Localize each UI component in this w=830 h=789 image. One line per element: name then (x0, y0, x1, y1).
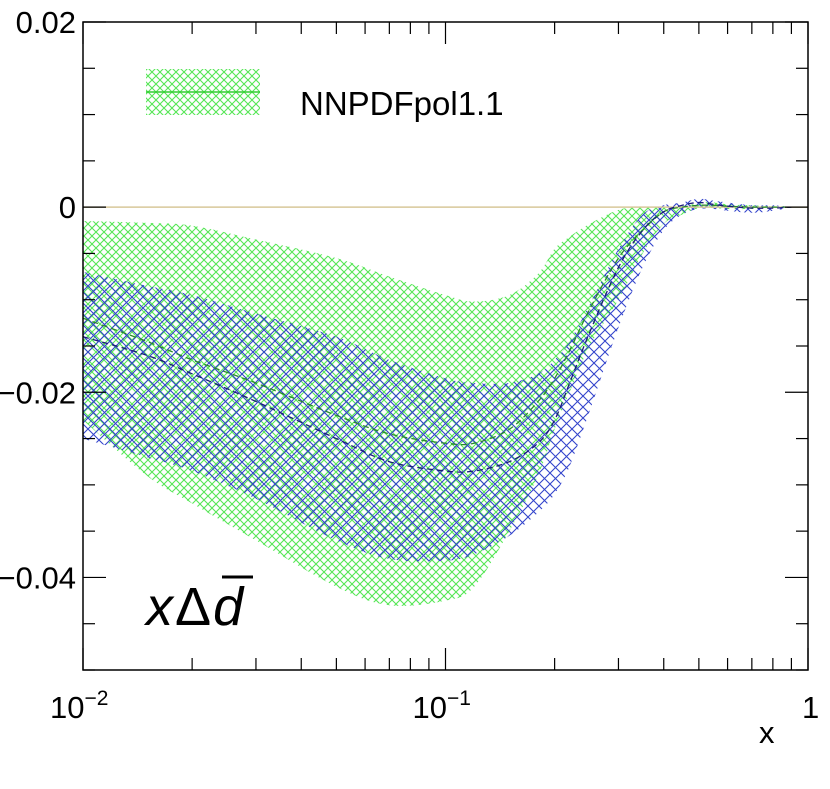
comparison-uncertainty-band (83, 198, 792, 562)
x-tick-label: 10−2 (50, 687, 108, 725)
x-tick-label: 1 (802, 690, 819, 725)
legend: NNPDFpol1.1 (146, 69, 504, 122)
annotation-x: x (143, 577, 175, 637)
y-tick-label: 0.02 (16, 5, 76, 40)
legend-label: NNPDFpol1.1 (300, 85, 504, 122)
annotation: xΔd (143, 575, 253, 637)
y-tick-label: −0.02 (0, 375, 76, 410)
annotation-delta: Δ (175, 577, 211, 637)
nnpdf-central-curve (83, 204, 792, 446)
y-tick-labels: 0.02 0 −0.02 −0.04 (0, 5, 76, 595)
x-axis-title: x (759, 715, 775, 750)
axis-ticks (82, 21, 809, 671)
central-curves-layer (83, 201, 792, 473)
x-tick-labels: 10−2 10−1 1 (50, 687, 819, 725)
x-tick-label-exponent: −2 (84, 687, 108, 710)
annotation-quark: d (213, 577, 245, 637)
y-tick-label: −0.04 (0, 560, 76, 595)
y-tick-label: 0 (59, 190, 76, 225)
annotation-text: xΔd (143, 577, 245, 637)
x-tick-label-base: 10 (50, 690, 84, 725)
bands-layer (83, 198, 792, 606)
x-tick-label-base: 10 (413, 690, 447, 725)
x-tick-label-exponent: −1 (447, 687, 471, 710)
comparison-central-curve (83, 201, 792, 473)
x-tick-label: 10−1 (413, 687, 471, 725)
